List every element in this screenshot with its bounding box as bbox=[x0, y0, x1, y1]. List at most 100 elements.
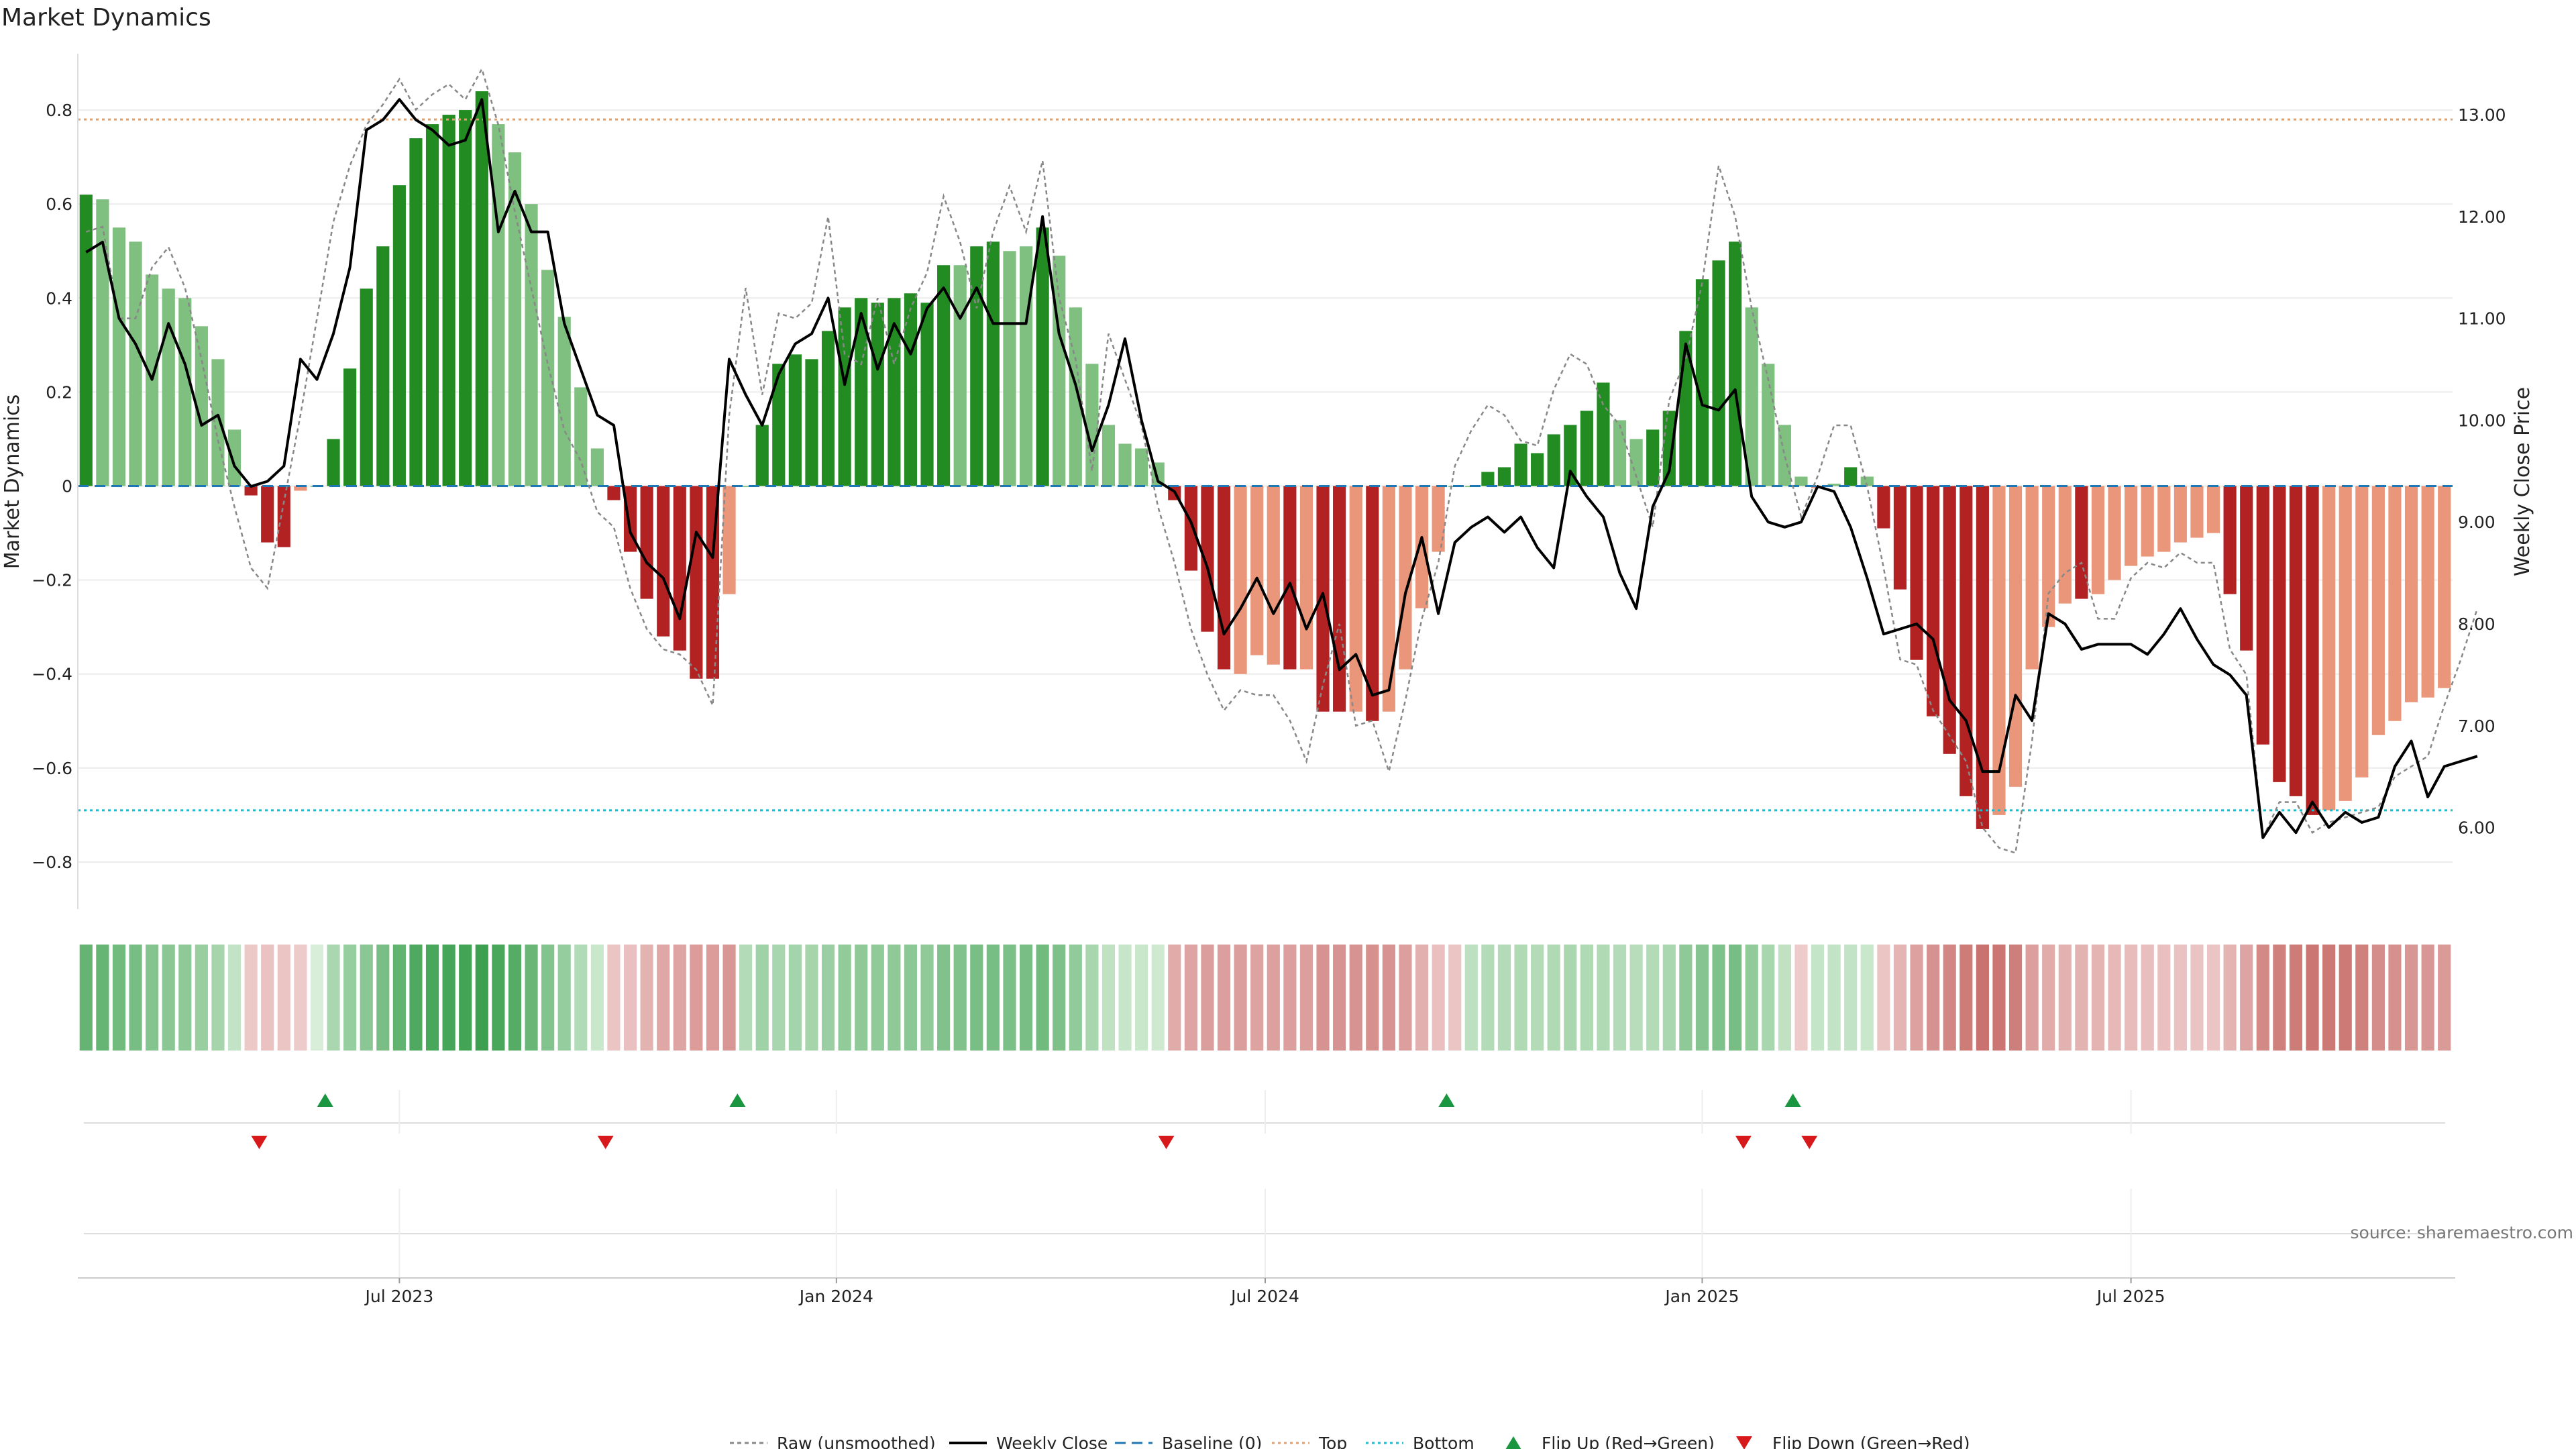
dynamics-bar bbox=[1102, 425, 1116, 486]
heat-cell bbox=[2339, 945, 2352, 1051]
heat-cell bbox=[2042, 945, 2055, 1051]
dynamics-bar bbox=[855, 298, 868, 486]
dynamics-bar bbox=[755, 425, 769, 486]
heat-cell bbox=[1794, 945, 1808, 1051]
heat-cell bbox=[2075, 945, 2088, 1051]
legend-label-raw: Raw (unsmoothed) bbox=[777, 1434, 936, 1449]
dynamics-bar bbox=[1712, 260, 1725, 486]
dynamics-bar bbox=[1415, 486, 1429, 608]
heat-cell bbox=[772, 945, 786, 1051]
dynamics-bar bbox=[1497, 467, 1511, 486]
heat-cell bbox=[195, 945, 208, 1051]
heat-cell bbox=[1053, 945, 1066, 1051]
heat-cell bbox=[1531, 945, 1544, 1051]
heat-cell bbox=[294, 945, 307, 1051]
heat-cell bbox=[261, 945, 274, 1051]
dynamics-bar bbox=[623, 486, 637, 552]
legend-label-top: Top bbox=[1318, 1434, 1347, 1449]
heat-cell bbox=[821, 945, 835, 1051]
dynamics-bar bbox=[1432, 486, 1445, 552]
heat-cell bbox=[657, 945, 670, 1051]
dynamics-bar bbox=[1283, 486, 1297, 669]
dynamics-bar bbox=[2157, 486, 2171, 552]
dynamics-bar bbox=[508, 152, 522, 486]
heat-cell bbox=[1927, 945, 1940, 1051]
dynamics-bar bbox=[1992, 486, 2006, 815]
flip-up-marker bbox=[317, 1093, 333, 1107]
heat-cell bbox=[2091, 945, 2105, 1051]
heat-cell bbox=[640, 945, 653, 1051]
right-axis: 13.00 12.00 11.00 10.00 9.00 8.00 7.00 6.00 bbox=[2458, 105, 2506, 837]
left-axis: 0.8 0.6 0.4 0.2 0 −0.2 −0.4 −0.6 −0.8 bbox=[32, 54, 78, 909]
heat-cell bbox=[1184, 945, 1197, 1051]
heat-cell bbox=[1712, 945, 1725, 1051]
heat-cell bbox=[706, 945, 720, 1051]
dynamics-bar bbox=[838, 307, 851, 486]
heat-cell bbox=[475, 945, 488, 1051]
dynamics-bar bbox=[2273, 486, 2286, 782]
dynamics-bar bbox=[2091, 486, 2105, 594]
dynamics-bar bbox=[2404, 486, 2418, 702]
heat-cell bbox=[838, 945, 851, 1051]
legend-label-flip_down: Flip Down (Green→Red) bbox=[1772, 1434, 1970, 1449]
heat-cell bbox=[2223, 945, 2237, 1051]
dynamics-bar bbox=[2421, 486, 2434, 698]
dynamics-bar bbox=[1646, 429, 1660, 486]
heat-cell bbox=[1069, 945, 1082, 1051]
heat-cell bbox=[1662, 945, 1676, 1051]
dynamics-bar bbox=[376, 246, 390, 486]
heat-cell bbox=[211, 945, 225, 1051]
dynamics-bar bbox=[1366, 486, 1379, 721]
dynamics-bar bbox=[1053, 256, 1066, 486]
flip-up-marker bbox=[1438, 1093, 1455, 1107]
dynamics-bar bbox=[739, 486, 753, 488]
heat-cell bbox=[1811, 945, 1825, 1051]
dynamics-bar bbox=[1184, 486, 1197, 571]
heat-cell bbox=[2141, 945, 2154, 1051]
right-axis-label: Weekly Close Price bbox=[2511, 387, 2534, 576]
heat-cell bbox=[1349, 945, 1362, 1051]
flip-down-marker bbox=[1158, 1136, 1175, 1149]
dynamics-bar bbox=[211, 359, 225, 486]
right-tick-label: 9.00 bbox=[2458, 513, 2496, 532]
dynamics-bar bbox=[1135, 448, 1148, 486]
flip-down-marker bbox=[1801, 1136, 1818, 1149]
heat-cell bbox=[1910, 945, 1923, 1051]
dynamics-bar bbox=[2008, 486, 2023, 787]
heat-cell bbox=[409, 945, 423, 1051]
heat-cell bbox=[525, 945, 538, 1051]
dynamics-bar bbox=[1250, 486, 1264, 655]
heat-cell bbox=[1877, 945, 1890, 1051]
heat-cell bbox=[227, 945, 241, 1051]
dynamics-bar bbox=[2206, 486, 2220, 533]
legend-item-flip_up: Flip Up (Red→Green) bbox=[1505, 1434, 1715, 1449]
dynamics-bar bbox=[2108, 486, 2121, 580]
heat-cell bbox=[722, 945, 736, 1051]
heat-cell bbox=[2174, 945, 2187, 1051]
dynamics-bar bbox=[1960, 486, 1973, 796]
dynamics-bar bbox=[1234, 486, 1247, 674]
dynamics-bar bbox=[2190, 486, 2204, 538]
dynamics-bar bbox=[953, 265, 967, 486]
left-tick-label: 0 bbox=[62, 477, 72, 496]
heat-cell bbox=[1860, 945, 1874, 1051]
heat-cell bbox=[146, 945, 159, 1051]
legend-item-baseline: Baseline (0) bbox=[1115, 1434, 1262, 1449]
heat-cell bbox=[1778, 945, 1791, 1051]
heat-cell bbox=[2404, 945, 2418, 1051]
dynamics-bar bbox=[1299, 486, 1313, 669]
heat-cell bbox=[1217, 945, 1231, 1051]
heat-cell bbox=[2108, 945, 2121, 1051]
heat-cell bbox=[2240, 945, 2253, 1051]
heat-cell bbox=[871, 945, 884, 1051]
dynamics-bar bbox=[1943, 486, 1956, 754]
heat-cell bbox=[162, 945, 175, 1051]
heat-cell bbox=[1366, 945, 1379, 1051]
left-tick-label: 0.4 bbox=[46, 288, 72, 308]
raw-line bbox=[85, 66, 2479, 855]
heat-cell bbox=[1432, 945, 1445, 1051]
heat-cell bbox=[1613, 945, 1627, 1051]
flip-down-marker bbox=[251, 1136, 268, 1149]
heat-cell bbox=[2322, 945, 2336, 1051]
dynamics-bar bbox=[1514, 443, 1527, 486]
